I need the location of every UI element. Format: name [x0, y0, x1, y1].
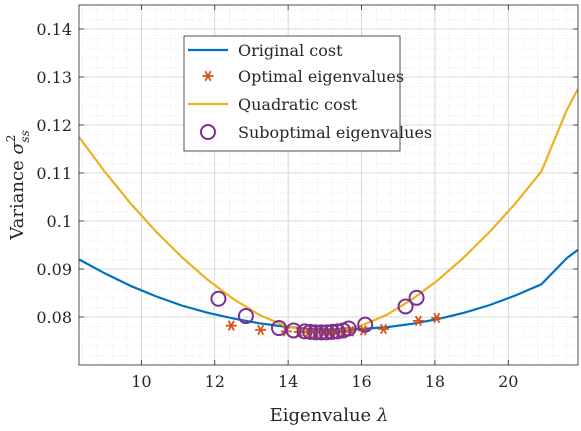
- y-tick-label: 0.13: [36, 68, 72, 87]
- y-tick-label: 0.12: [36, 116, 72, 135]
- series-layer: [78, 88, 579, 341]
- y-tick-label: 0.1: [47, 212, 72, 231]
- y-axis-label: Variance σ2ss: [4, 130, 32, 240]
- y-tick-label: 0.09: [36, 260, 72, 279]
- x-tick-label: 14: [278, 372, 298, 391]
- data-point-suboptimal: [397, 298, 414, 315]
- legend-label: Quadratic cost: [238, 95, 358, 114]
- data-point-optimal: [412, 315, 424, 327]
- data-point-suboptimal: [408, 289, 425, 306]
- data-point-suboptimal: [296, 323, 313, 340]
- legend-swatch-asterisk: [202, 70, 214, 82]
- data-point-optimal: [225, 320, 237, 331]
- data-point-suboptimal: [302, 323, 319, 340]
- asterisk-stroke: [204, 70, 212, 82]
- asterisk-stroke: [414, 315, 422, 327]
- data-point-suboptimal: [270, 320, 287, 337]
- x-axis-label-text: Eigenvalue: [270, 405, 377, 426]
- y-tick-label: 0.14: [36, 20, 72, 39]
- plot-frame: [78, 4, 579, 366]
- x-tick-label: 20: [498, 372, 518, 391]
- x-tick-label: 10: [131, 372, 151, 391]
- y-axis-label-text: Variance: [7, 155, 28, 241]
- data-point-suboptimal: [210, 290, 227, 307]
- x-axis-label: Eigenvalue λ: [270, 405, 389, 426]
- y-axis-label-superscript: 2: [4, 135, 18, 143]
- asterisk-stroke: [380, 323, 388, 335]
- data-point-suboptimal: [313, 324, 330, 341]
- x-axis-ticks: 10 12 14 16 18 20: [131, 5, 518, 391]
- y-axis-label-symbol: σ: [7, 142, 28, 155]
- y-tick-label: 0.08: [36, 308, 72, 327]
- legend-label: Suboptimal eigenvalues: [238, 123, 432, 142]
- data-point-optimal: [255, 324, 267, 336]
- x-tick-label: 16: [351, 372, 371, 391]
- asterisk-stroke: [257, 324, 265, 336]
- asterisk-stroke: [433, 312, 441, 324]
- x-tick-label: 12: [205, 372, 225, 391]
- x-tick-label: 18: [425, 372, 445, 391]
- data-point-suboptimal: [318, 324, 335, 341]
- data-point-suboptimal: [307, 324, 324, 341]
- y-axis-ticks: 0.08 0.09 0.1 0.11 0.12 0.13 0.14: [36, 20, 578, 327]
- data-point-suboptimal: [237, 308, 254, 325]
- data-point-suboptimal: [285, 322, 302, 339]
- legend-swatch-circle: [200, 124, 216, 140]
- x-axis-label-symbol: λ: [376, 405, 388, 426]
- legend-box: [183, 35, 401, 152]
- data-point-optimal: [378, 323, 390, 335]
- legend: Original cost Optimal eigenvalues Quadrati…: [183, 35, 432, 152]
- y-tick-label: 0.11: [36, 164, 72, 183]
- data-point-suboptimal: [340, 320, 357, 337]
- legend-label: Optimal eigenvalues: [238, 67, 404, 86]
- data-point-optimal: [431, 312, 443, 324]
- legend-label: Original cost: [238, 41, 343, 60]
- data-point-suboptimal: [357, 316, 374, 333]
- data-point-suboptimal: [324, 323, 341, 340]
- y-axis-label-subscript: ss: [18, 130, 32, 142]
- data-point-suboptimal: [329, 323, 346, 340]
- asterisk-stroke: [227, 320, 235, 331]
